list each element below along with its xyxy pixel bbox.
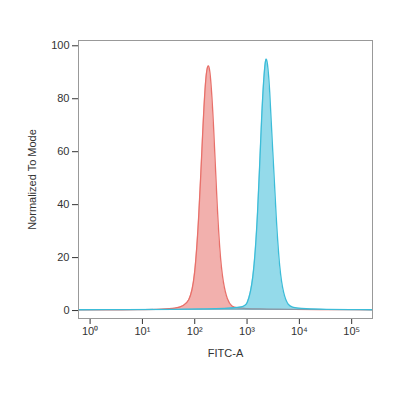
svg-text:10⁵: 10⁵ [343, 325, 360, 337]
svg-text:10¹: 10¹ [134, 325, 150, 337]
svg-text:Normalized To Mode: Normalized To Mode [26, 129, 38, 230]
svg-text:100: 100 [51, 39, 69, 51]
svg-text:0: 0 [63, 304, 69, 316]
svg-text:10³: 10³ [239, 325, 255, 337]
svg-text:40: 40 [57, 198, 69, 210]
svg-text:20: 20 [57, 251, 69, 263]
svg-text:10⁰: 10⁰ [82, 325, 98, 337]
svg-text:10²: 10² [187, 325, 203, 337]
svg-text:60: 60 [57, 145, 69, 157]
svg-text:FITC-A: FITC-A [208, 347, 244, 359]
svg-text:80: 80 [57, 92, 69, 104]
svg-text:10⁴: 10⁴ [291, 325, 308, 337]
